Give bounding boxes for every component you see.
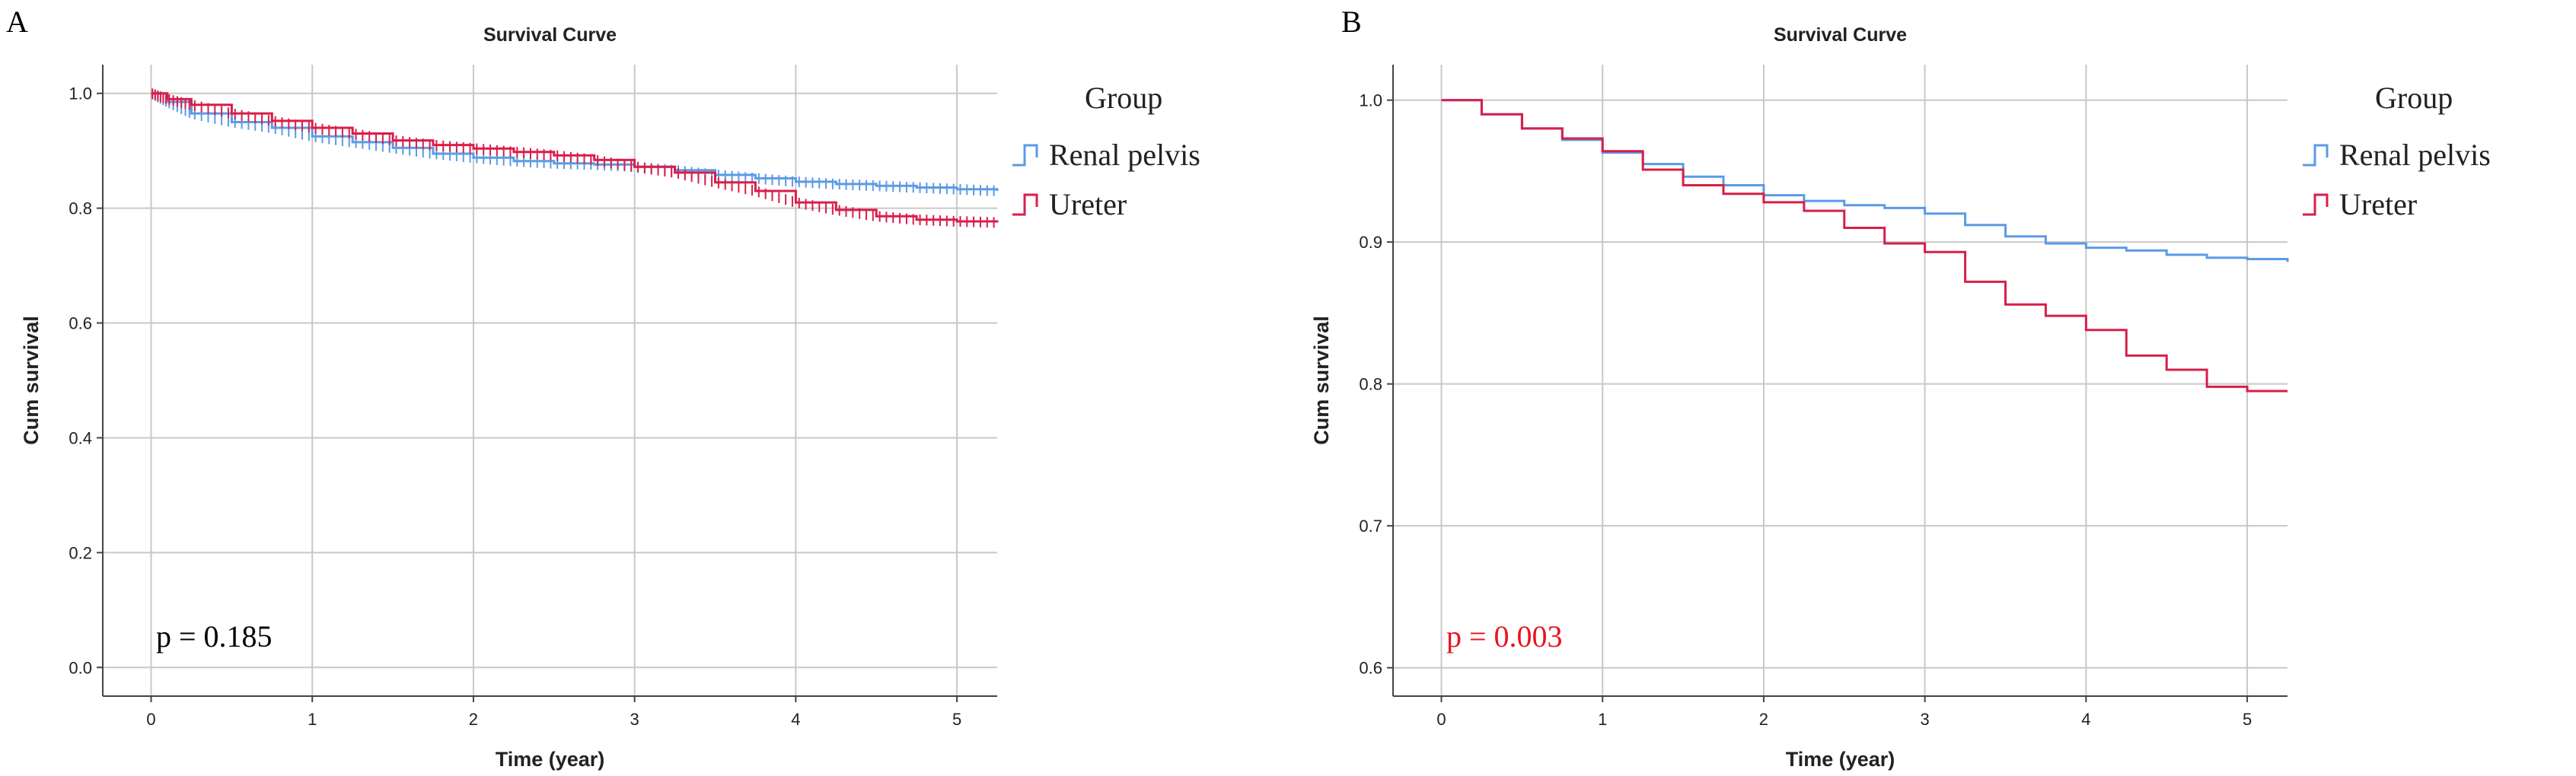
p-value-annotation: p = 0.003: [1446, 619, 1563, 654]
x-tick-label: 4: [791, 710, 800, 729]
y-tick-label: 0.6: [1359, 659, 1382, 678]
legend-title: Group: [2375, 81, 2453, 115]
y-tick-label: 0.8: [1359, 375, 1382, 394]
y-tick-label: 0.4: [69, 428, 92, 447]
x-tick-label: 2: [469, 710, 478, 729]
x-axis-label: Time (year): [496, 748, 605, 771]
x-tick-label: 0: [146, 710, 155, 729]
legend-symbol-ureter: [1012, 193, 1038, 216]
legend-symbol-renal-pelvis: [1012, 144, 1038, 167]
y-tick-label: 0.6: [69, 314, 92, 333]
legend-label: Ureter: [1049, 187, 1127, 221]
chart-title: Survival Curve: [483, 24, 617, 46]
y-tick-label: 1.0: [1359, 91, 1382, 110]
y-tick-label: 0.2: [69, 543, 92, 562]
legend-symbol-ureter: [2303, 193, 2329, 216]
chart-title: Survival Curve: [1774, 24, 1907, 46]
x-tick-label: 1: [1598, 710, 1607, 729]
series-line-ureter: [151, 92, 999, 223]
x-tick-label: 1: [308, 710, 317, 729]
y-tick-label: 0.0: [69, 658, 92, 677]
chart-panel-a: A Survival Curve 0.0 0.2 0.4 0.6 0.8 1.0 0 1 2 3 4 5 T…: [6, 5, 1200, 771]
y-tick-label: 0.8: [69, 199, 92, 218]
panel-label: A: [6, 5, 28, 39]
series-line-renal-pelvis: [1441, 99, 2289, 262]
x-tick-label: 2: [1759, 710, 1768, 729]
y-tick-label: 0.9: [1359, 233, 1382, 252]
x-tick-label: 5: [2243, 710, 2252, 729]
series-line-ureter: [1441, 99, 2287, 393]
legend-label: Renal pelvis: [1049, 138, 1200, 172]
legend-label: Ureter: [2339, 187, 2417, 221]
x-tick-label: 3: [630, 710, 639, 729]
legend-title: Group: [1085, 81, 1162, 115]
x-tick-label: 3: [1921, 710, 1930, 729]
legend-label: Renal pelvis: [2339, 138, 2491, 172]
p-value-annotation: p = 0.185: [156, 619, 273, 654]
y-tick-label: 1.0: [69, 84, 92, 103]
x-tick-label: 4: [2081, 710, 2090, 729]
panel-label: B: [1341, 5, 1362, 39]
y-axis-label: Cum survival: [20, 316, 43, 445]
chart-panel-b: B Survival Curve 0.6 0.7 0.8 0.9 1.0 0 1 2 3 4 5 Time…: [1310, 5, 2491, 771]
y-tick-label: 0.7: [1359, 517, 1382, 536]
legend-symbol-renal-pelvis: [2303, 144, 2329, 167]
x-axis-label: Time (year): [1786, 748, 1895, 771]
x-tick-label: 0: [1436, 710, 1446, 729]
series-line-renal-pelvis: [151, 92, 999, 191]
x-tick-label: 5: [952, 710, 961, 729]
y-axis-label: Cum survival: [1310, 316, 1333, 445]
